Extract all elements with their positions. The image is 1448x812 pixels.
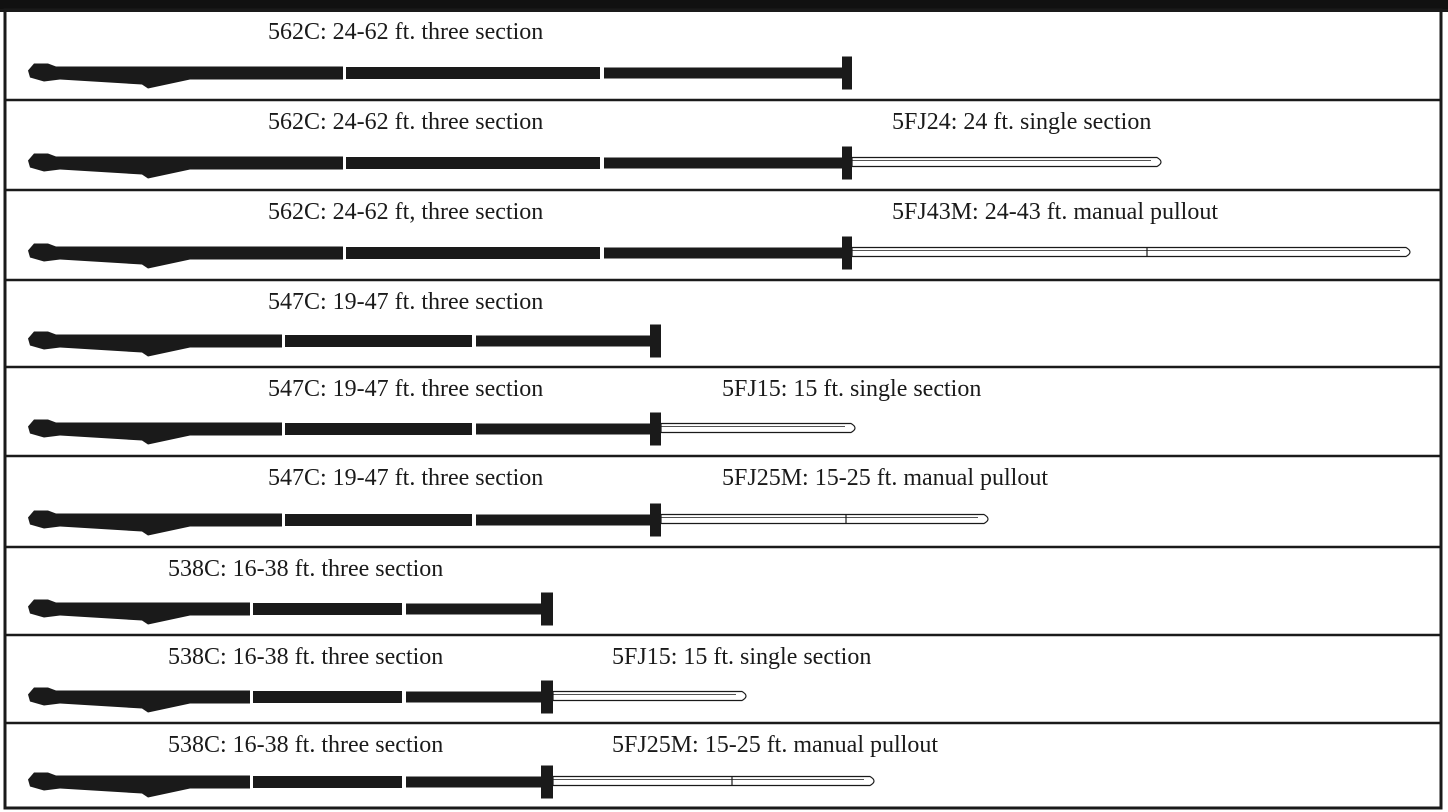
boom-mid-section (253, 691, 402, 703)
jib-label: 5FJ15: 15 ft. single section (612, 644, 871, 670)
main-boom (28, 680, 553, 714)
boom-fly-section (406, 603, 541, 615)
single-jib (660, 422, 856, 434)
main-boom (28, 412, 661, 446)
config-row: 538C: 16-38 ft. three section (5, 545, 1441, 626)
single-jib (552, 690, 747, 702)
boom-fly-section (604, 67, 842, 79)
pullout-jib (660, 513, 989, 525)
boom-head (842, 56, 852, 90)
boom-mid-section (346, 67, 600, 79)
main-boom (28, 324, 661, 358)
boom-head (541, 765, 553, 799)
config-row: 562C: 24-62 ft. three section (28, 19, 852, 90)
main-boom-label: 538C: 16-38 ft. three section (168, 732, 443, 758)
main-boom-label: 562C: 24-62 ft, three section (268, 199, 543, 225)
config-row: 538C: 16-38 ft. three section 5FJ15: 15 f… (5, 633, 1441, 714)
boom-base-section (28, 687, 250, 713)
boom-fly-section (604, 157, 842, 169)
boom-fly-section (476, 335, 650, 347)
single-jib (851, 156, 1162, 168)
boom-head (650, 412, 661, 446)
boom-fly-section (406, 691, 541, 703)
pullout-jib (851, 246, 1411, 258)
jib-outline (851, 156, 1162, 168)
jib-outline (660, 422, 856, 434)
boom-head (650, 324, 661, 358)
config-row: 538C: 16-38 ft. three section 5FJ25M: 15-… (5, 721, 1441, 799)
jib-label: 5FJ15: 15 ft. single section (722, 376, 981, 402)
jib-label: 5FJ25M: 15-25 ft. manual pullout (612, 732, 938, 758)
boom-mid-section (346, 157, 600, 169)
main-boom-label: 562C: 24-62 ft. three section (268, 109, 543, 135)
jib-outline (851, 246, 1411, 258)
main-boom-label: 562C: 24-62 ft. three section (268, 19, 543, 45)
jib-label: 5FJ43M: 24-43 ft. manual pullout (892, 199, 1218, 225)
boom-mid-section (346, 247, 600, 259)
main-boom-label: 538C: 16-38 ft. three section (168, 644, 443, 670)
header-band (0, 0, 1448, 10)
boom-mid-section (253, 776, 402, 788)
boom-head (650, 503, 661, 537)
config-row: 562C: 24-62 ft. three section 5FJ24: 24 f… (5, 98, 1441, 180)
main-boom (28, 56, 852, 90)
boom-base-section (28, 331, 282, 357)
main-boom (28, 146, 852, 180)
jib-outline (552, 690, 747, 702)
main-boom-label: 547C: 19-47 ft. three section (268, 289, 543, 315)
boom-mid-section (285, 423, 472, 435)
jib-outline (660, 513, 989, 525)
jib-outline (552, 775, 875, 787)
boom-mid-section (253, 603, 402, 615)
boom-fly-section (406, 776, 541, 788)
boom-mid-section (285, 335, 472, 347)
main-boom-label: 547C: 19-47 ft. three section (268, 376, 543, 402)
boom-base-section (28, 772, 250, 798)
boom-mid-section (285, 514, 472, 526)
main-boom-label: 547C: 19-47 ft. three section (268, 465, 543, 491)
config-row: 547C: 19-47 ft. three section 5FJ25M: 15-… (5, 454, 1441, 537)
jib-label: 5FJ25M: 15-25 ft. manual pullout (722, 465, 1048, 491)
boom-fly-section (604, 247, 842, 259)
boom-head (541, 592, 553, 626)
boom-base-section (28, 599, 250, 625)
boom-head (541, 680, 553, 714)
boom-fly-section (476, 423, 650, 435)
config-row: 547C: 19-47 ft. three section 5FJ15: 15 f… (5, 365, 1441, 446)
table-frame (3, 8, 1443, 810)
boom-head (842, 236, 852, 270)
boom-base-section (28, 63, 343, 89)
boom-fly-section (476, 514, 650, 526)
main-boom (28, 765, 553, 799)
boom-base-section (28, 153, 343, 179)
jib-label: 5FJ24: 24 ft. single section (892, 109, 1151, 135)
config-row: 547C: 19-47 ft. three section (5, 278, 1441, 358)
main-boom (28, 236, 852, 270)
boom-base-section (28, 510, 282, 536)
main-boom (28, 503, 661, 537)
config-row: 562C: 24-62 ft, three section 5FJ43M: 24-… (5, 188, 1441, 270)
pullout-jib (552, 775, 875, 787)
main-boom (28, 592, 553, 626)
boom-head (842, 146, 852, 180)
main-boom-label: 538C: 16-38 ft. three section (168, 556, 443, 582)
boom-base-section (28, 419, 282, 445)
boom-base-section (28, 243, 343, 269)
